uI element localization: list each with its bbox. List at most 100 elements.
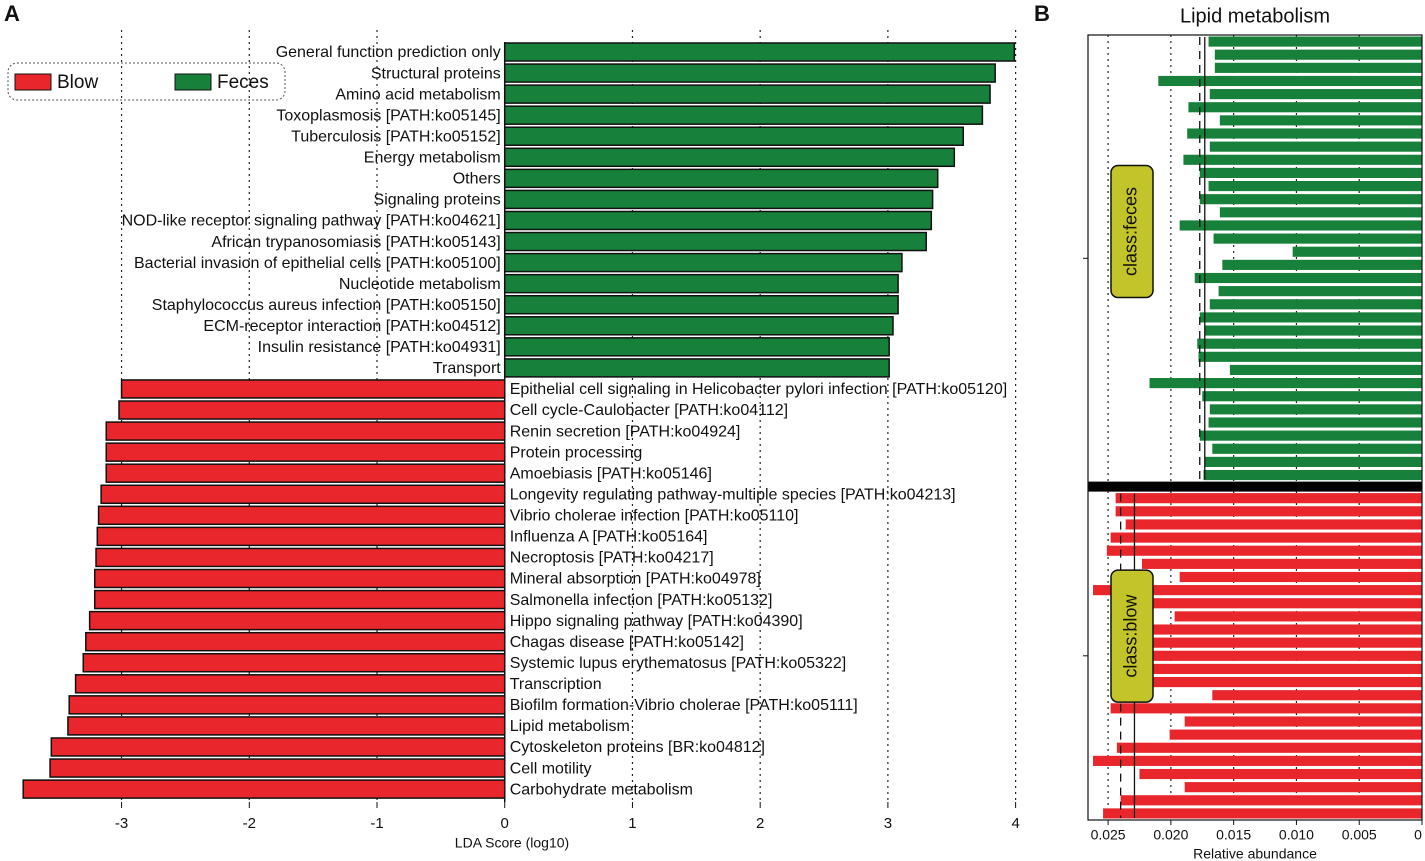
- bar: [1219, 115, 1422, 126]
- category-label: Insulin resistance [PATH:ko04931]: [258, 339, 501, 356]
- panel-letter: B: [1034, 1, 1050, 26]
- x-axis-label: Relative abundance: [1193, 846, 1317, 861]
- bar: [1204, 456, 1422, 467]
- bar: [50, 737, 506, 757]
- bar: [105, 463, 506, 483]
- bar: [1219, 207, 1422, 218]
- bar: [503, 42, 1016, 62]
- bar: [1202, 391, 1422, 402]
- bar: [1292, 246, 1422, 257]
- bar: [1110, 532, 1422, 543]
- bar: [1116, 742, 1422, 753]
- category-label: ECM-receptor interaction [PATH:ko04512]: [203, 318, 500, 335]
- category-label: Toxoplasmosis [PATH:ko05145]: [276, 107, 500, 124]
- class-box: [1110, 569, 1154, 703]
- x-tick-label: 0: [501, 815, 509, 832]
- category-label: Energy metabolism: [364, 150, 501, 167]
- bar: [1213, 233, 1422, 244]
- category-label: Chagas disease [PATH:ko05142]: [510, 634, 744, 651]
- x-tick-label: 0: [1414, 827, 1422, 843]
- category-label: Others: [453, 171, 501, 188]
- bar: [1209, 404, 1422, 415]
- bar: [1120, 624, 1422, 635]
- bar: [118, 400, 506, 420]
- x-tick-label: 1: [628, 815, 636, 832]
- bar: [1199, 167, 1422, 178]
- bar: [503, 294, 899, 315]
- category-label: Biofilm formation-Vibrio cholerae [PATH:…: [510, 697, 858, 714]
- bar: [1214, 49, 1422, 60]
- x-tick-label: -1: [370, 815, 383, 832]
- category-label: Longevity regulating pathway-multiple sp…: [510, 486, 956, 503]
- class-label: class:blow: [1121, 594, 1141, 678]
- legend-label: Blow: [57, 72, 98, 93]
- x-tick-label: -3: [115, 815, 128, 832]
- bar: [503, 147, 956, 168]
- bar: [503, 63, 996, 83]
- x-axis-label: LDA Score (log10): [455, 835, 569, 851]
- x-tick-label: 2: [756, 815, 764, 832]
- bar: [1209, 299, 1422, 310]
- bar: [1093, 585, 1422, 596]
- bar: [1106, 545, 1422, 556]
- category-label: Tuberculosis [PATH:ko05152]: [291, 128, 501, 145]
- bar: [93, 589, 506, 610]
- bar: [1121, 650, 1422, 661]
- bar: [1218, 286, 1422, 297]
- bar: [1125, 519, 1422, 530]
- bar: [96, 526, 506, 547]
- category-label: Hippo signaling pathway [PATH:ko04390]: [510, 613, 803, 630]
- category-label: Renin secretion [PATH:ko04924]: [510, 423, 741, 440]
- bar: [503, 316, 894, 336]
- panel-letter: A: [4, 1, 20, 26]
- category-label: Structural proteins: [371, 65, 501, 82]
- bar: [1125, 598, 1422, 609]
- bar: [85, 631, 506, 652]
- category-label: Necroptosis [PATH:ko04217]: [510, 550, 714, 567]
- class-box: [1110, 164, 1154, 299]
- bar: [1212, 443, 1422, 454]
- bar: [1115, 506, 1422, 517]
- bar: [100, 484, 506, 505]
- x-tick-label: 4: [1011, 815, 1019, 832]
- bar: [1194, 272, 1422, 284]
- category-label: Epithelial cell signaling in Helicobacte…: [510, 381, 1007, 398]
- divider: [1088, 481, 1422, 492]
- bar: [503, 105, 984, 125]
- bar: [503, 337, 890, 357]
- bar: [503, 84, 991, 104]
- bar: [105, 442, 506, 462]
- category-label: Systemic lupus erythematosus [PATH:ko053…: [510, 655, 846, 672]
- category-label: Vibrio cholerae infection [PATH:ko05110]: [510, 508, 799, 525]
- bar: [1229, 364, 1422, 376]
- category-label: Transport: [433, 360, 501, 377]
- bar: [1184, 716, 1422, 727]
- bar: [1141, 558, 1422, 569]
- class-label: class:feces: [1121, 187, 1141, 276]
- bar: [1203, 469, 1422, 481]
- bar: [1208, 36, 1422, 47]
- bar: [1115, 493, 1422, 504]
- legend-swatch: [174, 73, 212, 91]
- bar: [93, 568, 506, 589]
- category-label: Staphylococcus aureus infection [PATH:ko…: [152, 297, 501, 314]
- bar: [1139, 768, 1422, 780]
- x-tick-label: 0.015: [1216, 827, 1251, 843]
- bar: [1212, 690, 1422, 701]
- bar: [1093, 755, 1422, 766]
- bar: [68, 695, 506, 715]
- bar: [1179, 220, 1422, 231]
- category-label: Amino acid metabolism: [335, 86, 500, 103]
- category-label: NOD-like receptor signaling pathway [PAT…: [122, 213, 501, 230]
- category-label: Lipid metabolism: [510, 718, 630, 735]
- bar: [105, 421, 506, 441]
- x-tick-label: -2: [243, 815, 256, 832]
- bar: [1179, 571, 1422, 583]
- bar: [1120, 663, 1422, 675]
- category-label: Transcription: [510, 676, 602, 693]
- legend-label: Feces: [217, 72, 269, 93]
- bar: [1183, 154, 1422, 165]
- bar: [97, 505, 506, 526]
- category-label: Carbohydrate metabolism: [510, 781, 693, 798]
- bar: [503, 231, 927, 252]
